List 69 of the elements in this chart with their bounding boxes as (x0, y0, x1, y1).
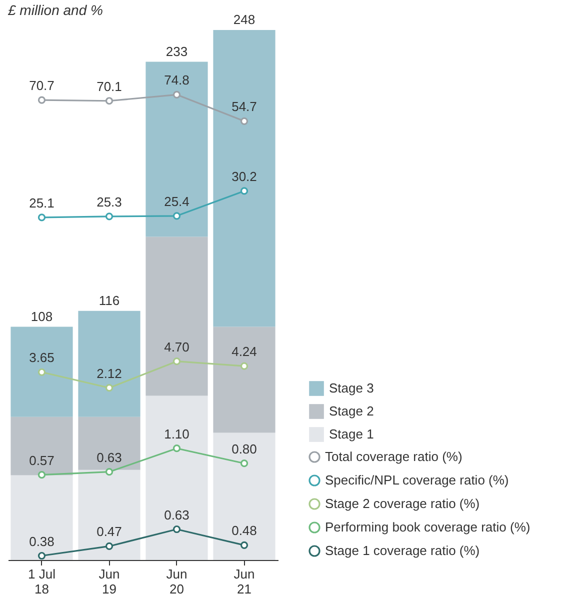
point (38, 368, 46, 376)
point (38, 96, 46, 104)
legend-label: Stage 2 coverage ratio (%) (325, 496, 480, 511)
data-label: 25.1 (29, 195, 54, 210)
point (105, 97, 114, 105)
chart-title: £ million and % (8, 2, 103, 18)
point (38, 552, 46, 560)
legend-label: Performing book coverage ratio (%) (325, 520, 530, 534)
bar (146, 396, 208, 560)
bar (146, 236, 208, 396)
data-label: 2.12 (96, 366, 122, 381)
bar (213, 432, 276, 560)
text: 248 (233, 12, 256, 27)
data-label: 0.48 (232, 523, 257, 538)
data-label: 0.47 (96, 524, 122, 540)
bar (146, 62, 208, 237)
point (240, 362, 248, 370)
bar (78, 416, 140, 470)
x-tick-label: Jun 21 (234, 566, 255, 596)
x-tick-label: 1 Jul 18 (28, 566, 56, 596)
data-label: 25.4 (164, 194, 190, 209)
data-label: 0.80 (232, 441, 257, 456)
point (240, 541, 248, 549)
point (240, 460, 248, 468)
point (105, 542, 114, 550)
legend-label: Stage 1 (329, 426, 374, 442)
point (172, 212, 181, 220)
data-label: 25.3 (96, 194, 122, 210)
bar (213, 30, 276, 327)
x-tick-label: Jun 20 (166, 566, 188, 596)
legend-label: Specific/NPL coverage ratio (%) (325, 472, 509, 488)
data-label: 74.8 (164, 72, 190, 88)
legend-label: Stage 3 (329, 380, 374, 396)
data-label: 4.70 (164, 339, 190, 354)
bar (10, 475, 73, 560)
point (240, 117, 248, 125)
bar (78, 470, 140, 560)
data-label: 4.24 (232, 344, 257, 360)
annotation: 116 (98, 292, 120, 308)
bar (213, 326, 276, 433)
bar (10, 416, 73, 476)
point (172, 525, 181, 534)
data-label: 30.2 (232, 168, 257, 184)
x-tick-label: Jun 19 (98, 566, 120, 596)
point (38, 471, 46, 479)
point (38, 214, 46, 222)
data-label: 3.65 (29, 350, 54, 366)
legend-label: Stage 1 coverage ratio (%) (325, 543, 480, 558)
bar (78, 310, 140, 417)
data-label: 70.1 (96, 78, 122, 94)
data-label: 0.38 (29, 534, 54, 549)
point (172, 444, 181, 452)
point (105, 212, 114, 220)
data-label: 0.63 (96, 450, 122, 465)
data-label: 70.7 (29, 78, 54, 94)
data-label: 0.57 (29, 452, 54, 468)
data-label: 1.10 (164, 426, 190, 442)
legend-label: Total coverage ratio (%) (325, 449, 462, 464)
point (105, 384, 114, 392)
annotation: 108 (30, 308, 53, 324)
bar (10, 326, 73, 417)
data-label: 0.63 (164, 507, 190, 522)
data-label: 54.7 (232, 99, 257, 114)
point (105, 468, 114, 476)
legend-label: Stage 2 (329, 404, 374, 418)
point (172, 90, 181, 98)
annotation: 233 (166, 44, 188, 59)
point (240, 187, 248, 195)
point (172, 358, 181, 366)
